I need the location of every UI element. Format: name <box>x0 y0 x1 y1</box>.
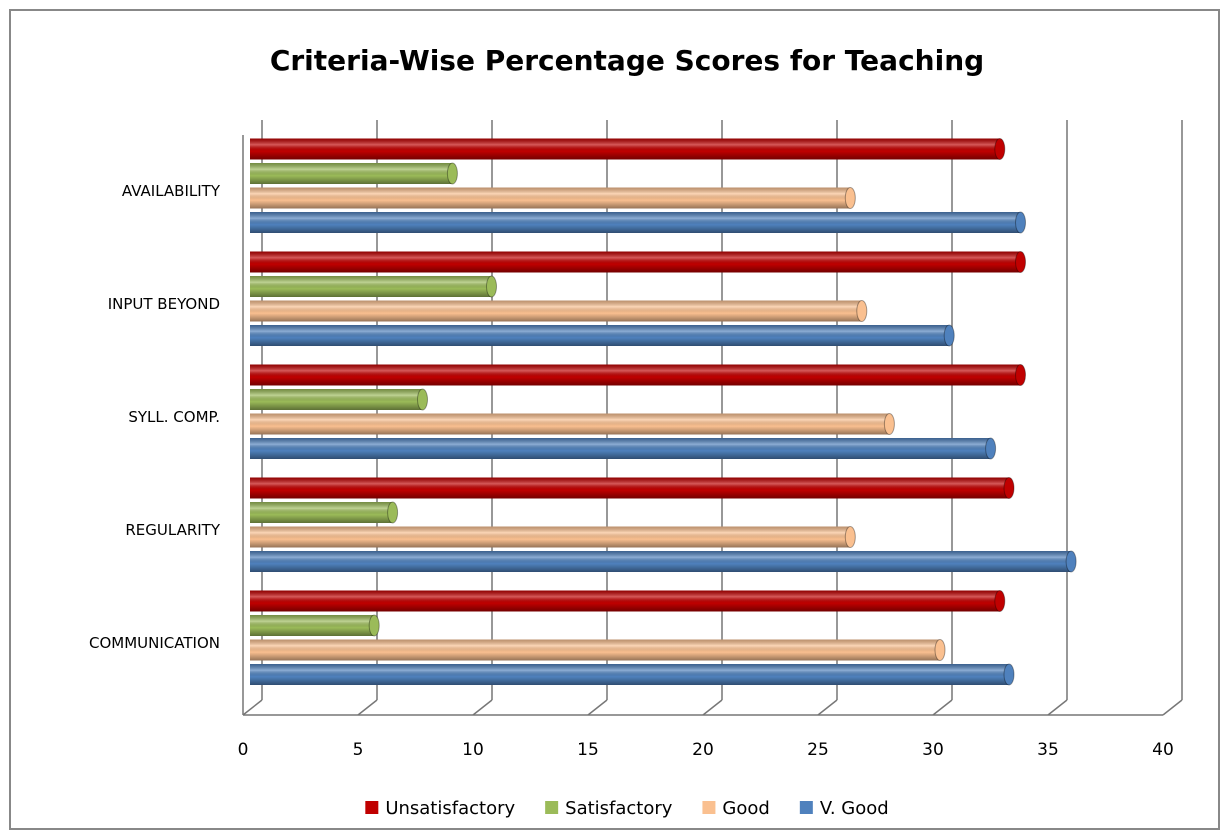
legend-label: Good <box>722 798 769 819</box>
x-tick-label: 35 <box>1037 740 1059 760</box>
bar-cap <box>1003 663 1015 686</box>
legend-swatch <box>365 801 379 814</box>
bar-shade <box>250 163 453 184</box>
legend-swatch <box>702 801 716 814</box>
bar-cap <box>985 437 997 460</box>
bar-shade <box>250 276 492 297</box>
bar-shade <box>250 251 1021 273</box>
bar-shade <box>250 300 862 322</box>
floor-line <box>357 699 378 716</box>
legend-item: V. Good <box>799 798 889 819</box>
legend-swatch <box>799 801 813 814</box>
bar-shade <box>250 664 1009 685</box>
bar-shade <box>250 590 1000 612</box>
x-tick-label: 5 <box>353 740 364 760</box>
bar-shade <box>250 138 1000 160</box>
x-tick-label: 40 <box>1152 740 1174 760</box>
bar-shade <box>250 389 423 410</box>
bar-shade <box>250 325 950 346</box>
floor-line <box>472 699 493 716</box>
bar-shade <box>250 639 940 661</box>
bar-shade <box>250 477 1009 499</box>
bar-cap <box>1015 364 1026 386</box>
bar-cap <box>856 300 868 322</box>
bar-cap <box>943 324 955 347</box>
bar-shade <box>250 212 1021 233</box>
floor-line <box>1162 699 1183 716</box>
legend-swatch <box>545 801 559 814</box>
bar-cap <box>486 275 497 298</box>
legend-item: Satisfactory <box>545 798 673 819</box>
bar-cap <box>883 413 895 435</box>
bar-shade <box>250 187 851 209</box>
legend-label: V. Good <box>820 798 889 819</box>
bar-shade <box>250 615 375 636</box>
floor-line <box>702 699 723 716</box>
legend-label: Satisfactory <box>565 798 673 819</box>
x-tick-label: 20 <box>692 740 714 760</box>
bar-cap <box>934 639 946 661</box>
x-tick-label: 25 <box>807 740 829 760</box>
bar-cap <box>417 388 428 411</box>
chart-title: Criteria-Wise Percentage Scores for Teac… <box>270 44 984 77</box>
bar-shade <box>250 502 393 523</box>
floor-line <box>242 699 263 716</box>
bar-shade <box>250 364 1021 386</box>
bar-cap <box>387 501 399 524</box>
bar-shade <box>250 526 851 548</box>
legend-label: Unsatisfactory <box>385 798 515 819</box>
x-tick-label: 30 <box>922 740 944 760</box>
bar-cap <box>844 526 856 548</box>
bar-cap <box>994 138 1006 160</box>
y-tick-label: REGULARITY <box>125 521 220 539</box>
x-tick-label: 0 <box>238 740 249 760</box>
bar-cap <box>1015 251 1026 273</box>
bar-cap <box>446 162 458 185</box>
x-tick-label: 15 <box>577 740 599 760</box>
bar-shade <box>250 413 890 435</box>
bar-cap <box>1015 211 1026 234</box>
floor-line <box>587 699 608 716</box>
y-tick-label: COMMUNICATION <box>89 634 220 652</box>
floor-line <box>817 699 838 716</box>
floor-line <box>932 699 953 716</box>
bar-cap <box>368 614 380 637</box>
bar-cap <box>994 590 1006 612</box>
bar-cap <box>1065 550 1077 573</box>
y-tick-label: AVAILABILITY <box>122 182 221 200</box>
legend-item: Unsatisfactory <box>365 798 515 819</box>
y-tick-label: INPUT BEYOND <box>108 295 220 313</box>
bar-cap <box>1003 477 1015 499</box>
bar-cap <box>844 187 856 209</box>
bar-shade <box>250 438 991 459</box>
x-tick-label: 10 <box>462 740 484 760</box>
legend-item: Good <box>702 798 770 819</box>
floor-line <box>1047 699 1068 716</box>
y-tick-label: SYLL. COMP. <box>128 408 220 426</box>
bar-shade <box>250 551 1072 572</box>
